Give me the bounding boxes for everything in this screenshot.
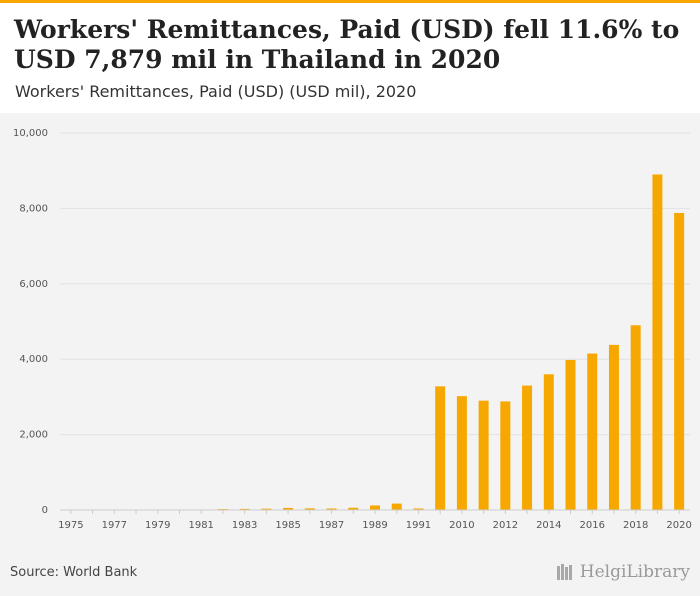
bars <box>196 174 685 510</box>
x-tick-label: 1979 <box>145 520 170 531</box>
bar-1983[interactable] <box>239 508 250 510</box>
bar-2019[interactable] <box>652 174 663 510</box>
bar-1988[interactable] <box>348 507 359 510</box>
x-tick-label: 1981 <box>188 520 213 531</box>
x-tick-label: 1989 <box>362 520 387 531</box>
x-tick-label: 1991 <box>406 520 431 531</box>
bar-1991[interactable] <box>413 508 424 510</box>
bar-2017[interactable] <box>608 344 619 510</box>
bar-2011[interactable] <box>478 400 489 510</box>
x-tick-label: 1985 <box>275 520 300 531</box>
y-tick-label: 0 <box>42 505 48 516</box>
bar-2013[interactable] <box>522 385 533 510</box>
bar-1985[interactable] <box>283 507 294 510</box>
x-tick-label: 1977 <box>102 520 127 531</box>
bar-2018[interactable] <box>630 325 641 510</box>
y-tick-label: 8,000 <box>19 203 48 214</box>
x-tick-label: 2020 <box>666 520 691 531</box>
bar-1986[interactable] <box>304 508 315 510</box>
x-tick-label: 2018 <box>623 520 648 531</box>
bar-1990[interactable] <box>391 503 402 510</box>
bar-1984[interactable] <box>261 508 272 510</box>
x-tick-label: 1983 <box>232 520 257 531</box>
x-tick-label: 1975 <box>58 520 83 531</box>
bar-2020[interactable] <box>674 212 685 510</box>
brand-name: HelgiLibrary <box>579 562 690 582</box>
x-tick-label: 2014 <box>536 520 561 531</box>
bar-2010[interactable] <box>456 396 467 510</box>
bar-2014[interactable] <box>543 374 554 510</box>
bar-1987[interactable] <box>326 508 337 510</box>
bar-2015[interactable] <box>565 359 576 510</box>
x-tick-label: 2016 <box>580 520 605 531</box>
y-tick-label: 10,000 <box>13 128 48 139</box>
source-note: Source: World Bank <box>10 565 138 580</box>
bar-chart: 0 2,000 4,000 6,000 8,000 10,000 1975 1977 1979… <box>13 128 692 531</box>
x-tick-label: 2010 <box>449 520 474 531</box>
chart-header: Workers' Remittances, Paid (USD) fell 11… <box>0 3 700 113</box>
x-tick-label: 2012 <box>493 520 518 531</box>
brand-logo[interactable]: HelgiLibrary <box>556 562 690 582</box>
y-tick-label: 2,000 <box>19 430 48 441</box>
y-tick-label: 6,000 <box>19 279 48 290</box>
plot-area: 0 2,000 4,000 6,000 8,000 10,000 1975 1977 1979… <box>0 113 700 596</box>
bar-2009[interactable] <box>435 386 446 510</box>
chart-title: Workers' Remittances, Paid (USD) fell 11… <box>14 15 680 74</box>
x-tick-label: 1987 <box>319 520 344 531</box>
bar-1989[interactable] <box>370 505 380 510</box>
chart-subtitle: Workers' Remittances, Paid (USD) (USD mi… <box>15 82 417 101</box>
accent-bar <box>0 0 700 3</box>
bar-2012[interactable] <box>500 401 511 510</box>
bar-2016[interactable] <box>587 353 598 510</box>
x-axis: 1975 1977 1979 1981 1983 1985 1987 1989 1991 2010… <box>58 509 692 531</box>
y-axis: 0 2,000 4,000 6,000 8,000 10,000 <box>13 128 48 516</box>
library-icon <box>556 564 572 580</box>
y-tick-label: 4,000 <box>19 354 48 365</box>
